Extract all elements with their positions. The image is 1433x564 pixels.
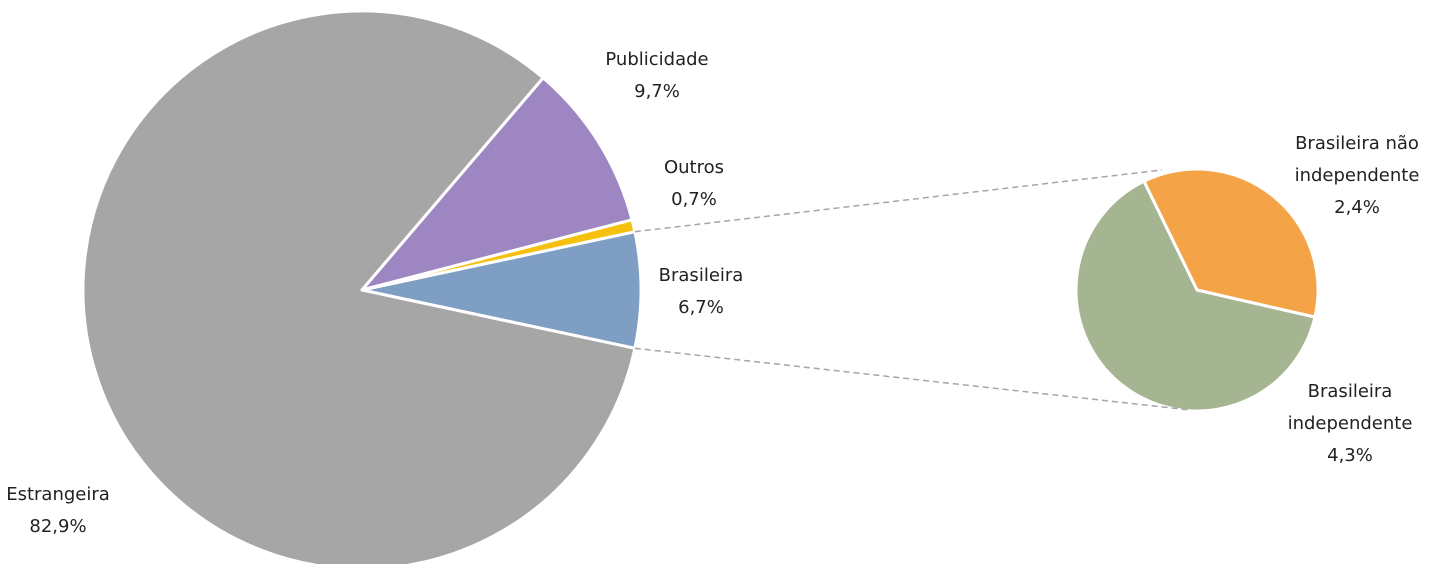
pie-slice <box>81 9 637 564</box>
value-label: 0,7% <box>671 189 717 210</box>
value-label: 9,7% <box>634 81 680 102</box>
category-name: Brasileira independente <box>1287 381 1413 434</box>
connector-line <box>634 347 1191 411</box>
pie-slice <box>360 230 643 350</box>
slice-label: Estrangeira 82,9% <box>0 479 143 543</box>
value-label: 2,4% <box>1334 197 1380 218</box>
category-name: Brasileira não independente <box>1294 133 1420 186</box>
value-label: 82,9% <box>29 516 87 537</box>
slice-label: Brasileira não independente 2,4% <box>1272 128 1433 224</box>
category-name: Publicidade <box>605 49 709 70</box>
value-label: 4,3% <box>1327 445 1373 466</box>
category-name: Estrangeira <box>6 484 110 505</box>
pie-slice <box>1074 179 1317 413</box>
slice-label: Publicidade 9,7% <box>572 44 742 108</box>
slice-label: Brasileira independente 4,3% <box>1265 376 1433 472</box>
pie-slice <box>1142 167 1320 319</box>
connector-line <box>634 169 1163 233</box>
value-label: 6,7% <box>678 297 724 318</box>
pie-slice <box>360 218 637 292</box>
category-name: Brasileira <box>658 265 744 286</box>
category-name: Outros <box>663 157 725 178</box>
slice-label: Outros 0,7% <box>609 152 779 216</box>
slice-label: Brasileira 6,7% <box>616 260 786 324</box>
